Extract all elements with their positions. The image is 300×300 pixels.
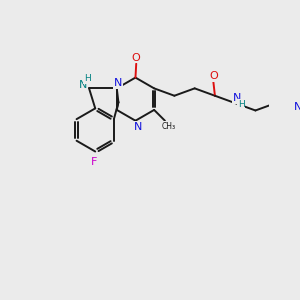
Text: F: F: [91, 157, 98, 167]
Text: O: O: [132, 52, 141, 63]
Text: N: N: [294, 102, 300, 112]
Text: N: N: [79, 80, 87, 90]
Text: N: N: [134, 122, 142, 132]
Text: O: O: [209, 71, 218, 81]
Text: H: H: [84, 74, 91, 83]
Text: N: N: [114, 78, 122, 88]
Text: H: H: [238, 100, 245, 109]
Text: CH₃: CH₃: [162, 122, 176, 130]
Text: N: N: [232, 94, 241, 103]
